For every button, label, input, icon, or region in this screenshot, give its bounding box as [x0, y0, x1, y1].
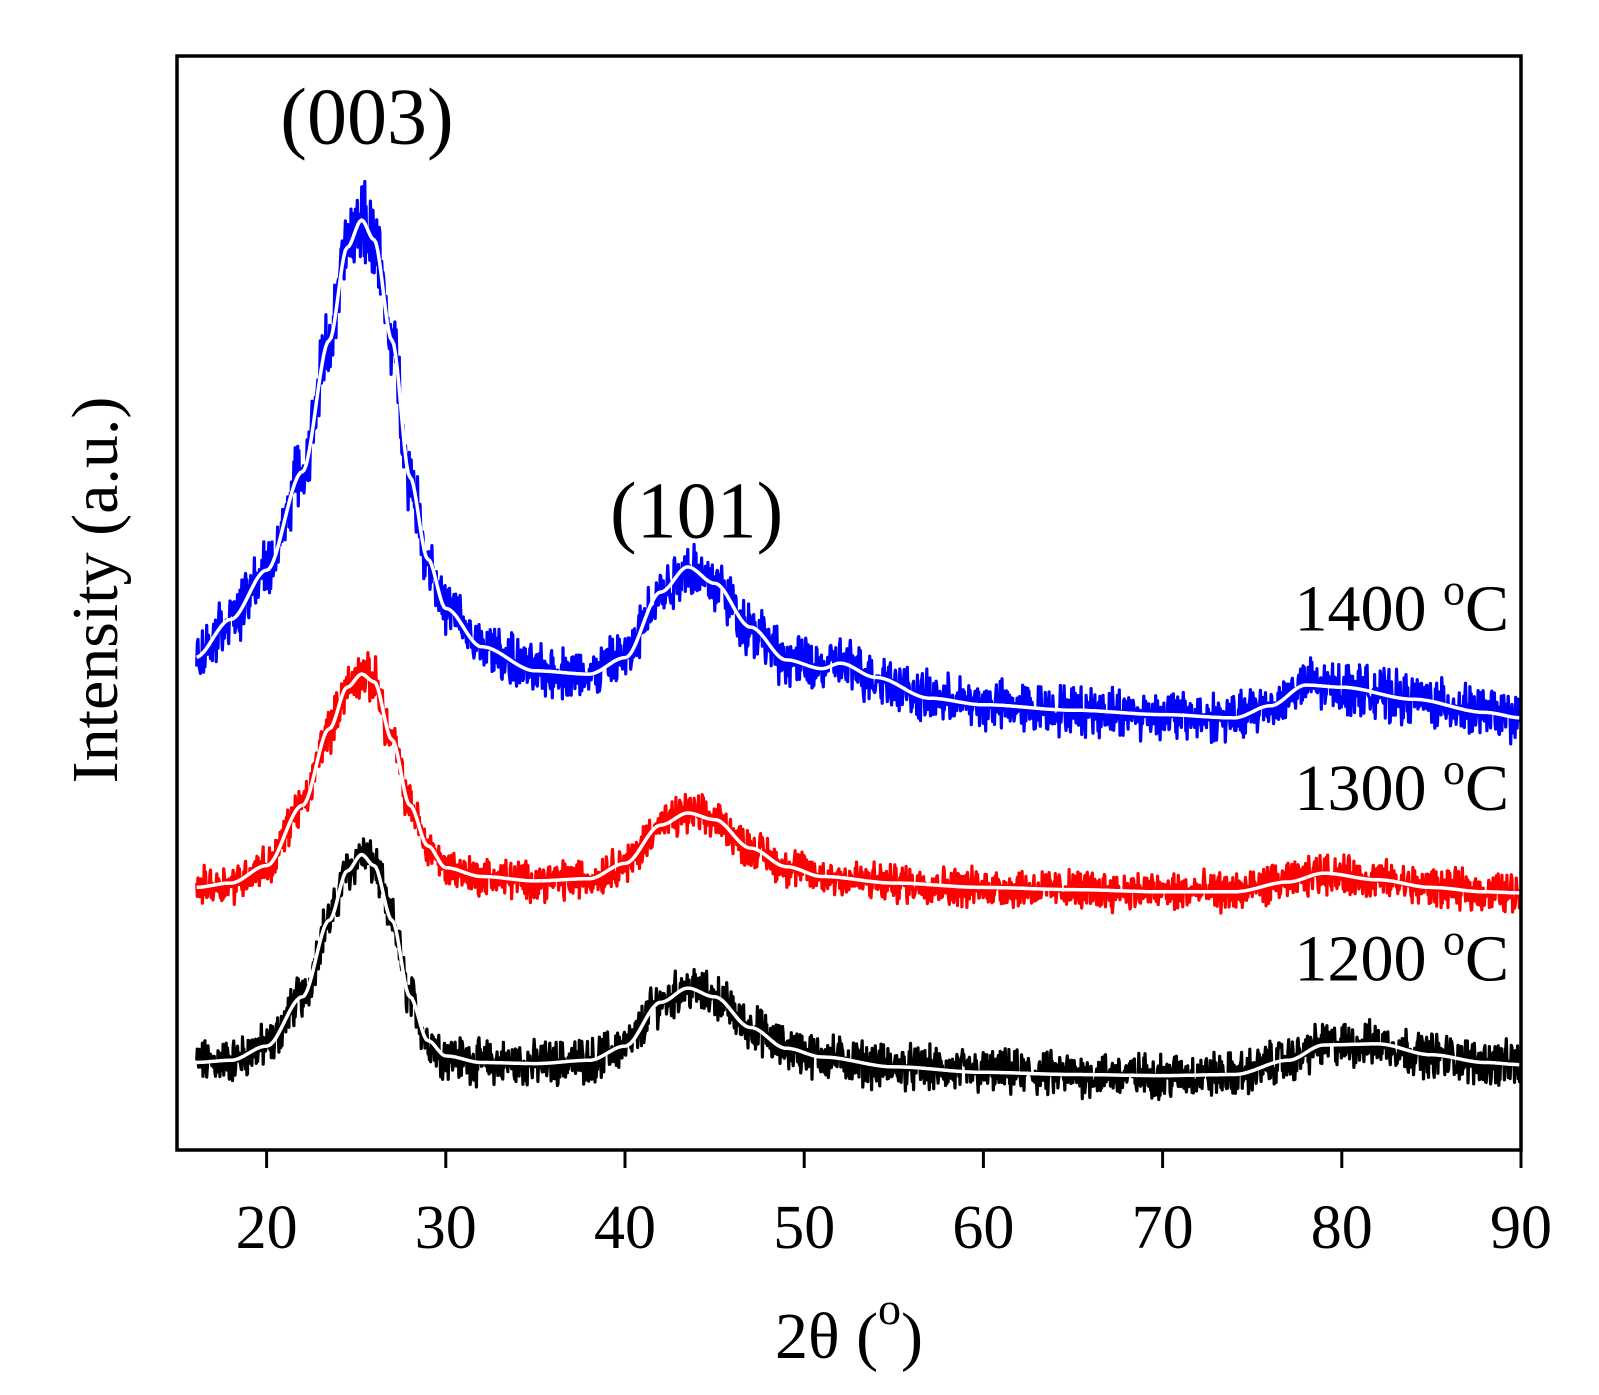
x-tick-label-90: 90	[1490, 1194, 1552, 1262]
x-axis-title-close: )	[901, 1300, 923, 1373]
series-label-2: 1400 oC	[1294, 565, 1509, 645]
peak-annotation-1: (101)	[610, 467, 783, 555]
series-label-0: 1200 oC	[1294, 915, 1509, 995]
x-axis-ticks: 20 30 40 50 60 70 80 90	[236, 1150, 1552, 1262]
series-fit-2	[195, 218, 1522, 720]
peak-annotations: (003) (101)	[280, 74, 783, 556]
x-axis-title-unit: o	[878, 1283, 901, 1334]
x-tick-label-80: 80	[1311, 1194, 1373, 1262]
x-tick-label-20: 20	[236, 1194, 298, 1262]
x-tick-label-70: 70	[1132, 1194, 1194, 1262]
plot-frame	[175, 54, 1523, 1152]
peak-annotation-0: (003)	[280, 74, 453, 162]
x-tick-label-60: 60	[952, 1194, 1014, 1262]
series-labels: 1200 oC 1300 oC 1400 oC	[1294, 565, 1509, 995]
series-fit-1	[196, 672, 1521, 895]
x-tick-label-50: 50	[773, 1194, 835, 1262]
y-axis-title: Intensity (a.u.)	[59, 397, 132, 784]
series-label-1: 1300 oC	[1294, 745, 1509, 825]
x-axis-title-main: 2θ (	[775, 1300, 878, 1373]
x-tick-label-30: 30	[415, 1194, 477, 1262]
x-axis-title: 2θ (o)	[775, 1283, 923, 1373]
series-fit-0	[196, 852, 1521, 1078]
series-layer	[195, 179, 1523, 1102]
series-raw-2	[195, 179, 1523, 746]
x-tick-label-40: 40	[594, 1194, 656, 1262]
